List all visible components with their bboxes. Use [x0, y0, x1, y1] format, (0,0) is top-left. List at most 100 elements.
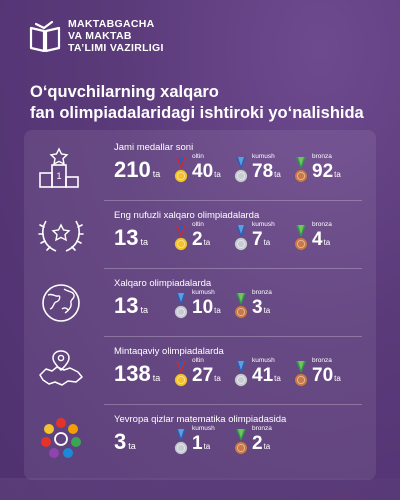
medal-type-label: oltin	[192, 357, 204, 364]
row-divider	[104, 404, 362, 405]
medal-type-label: bronza	[312, 221, 332, 228]
medal-count-value: 7	[252, 229, 263, 250]
medal-count-unit: ta	[323, 238, 331, 247]
stats-card	[24, 130, 376, 480]
bronza-medal-icon	[294, 225, 308, 251]
medal-count: 1ta	[192, 433, 210, 455]
medal-count-unit: ta	[274, 170, 281, 179]
medal-type-label: oltin	[192, 153, 204, 160]
logo-line: MAKTABGACHA	[68, 18, 155, 30]
medal-count-unit: ta	[214, 374, 221, 383]
egmo-logo-icon	[36, 415, 86, 463]
bronza-medal: bronza 4ta	[294, 221, 364, 261]
row-divider	[104, 200, 362, 201]
total-value: 13	[114, 225, 139, 250]
total-value: 3	[114, 429, 127, 454]
medal-count: 41ta	[252, 365, 281, 387]
kumush-medal-icon	[234, 225, 248, 251]
medal-count: 10ta	[192, 297, 221, 319]
medal-count-unit: ta	[334, 170, 341, 179]
oltin-medal-icon	[174, 361, 188, 387]
ministry-logo: MAKTABGACHA VA MAKTAB TA’LIMI VAZIRLIGI	[28, 18, 164, 54]
medal-count-value: 92	[312, 161, 334, 182]
medal-type-label: kumush	[192, 289, 215, 296]
kumush-medal-icon	[234, 361, 248, 387]
medal-count: 40ta	[192, 161, 221, 183]
total-unit: ta	[140, 237, 148, 247]
medal-row: Mintaqaviy olimpiadalarda 138 ta oltin 27ta…	[24, 337, 376, 405]
row-label: Eng nufuzli xalqaro olimpiadalarda	[114, 210, 260, 221]
medal-count-unit: ta	[263, 238, 271, 247]
medal-count-value: 27	[192, 365, 214, 386]
oltin-medal-icon	[174, 225, 188, 251]
total-unit: ta	[128, 441, 136, 451]
medal-type-label: kumush	[192, 425, 215, 432]
book-logo-icon	[29, 20, 61, 52]
footer-band	[0, 478, 400, 500]
medal-row: Xalqaro olimpiadalarda 13 ta kumush 10ta br…	[24, 269, 376, 337]
medal-count-value: 1	[192, 433, 203, 454]
oltin-medal: oltin 2ta	[174, 221, 244, 261]
medal-row: Yevropa qizlar matematika olimpiadasida 3…	[24, 405, 376, 473]
podium-star-icon: 1	[36, 143, 86, 191]
medal-count-value: 3	[252, 297, 263, 318]
bronza-medal: bronza 3ta	[234, 289, 304, 329]
medal-count-unit: ta	[334, 374, 341, 383]
row-divider	[104, 336, 362, 337]
logo-line: VA MAKTAB	[68, 30, 132, 42]
total-count: 3 ta	[114, 429, 136, 455]
medal-count: 2ta	[192, 229, 210, 251]
medal-count-unit: ta	[263, 306, 271, 315]
bronza-medal-icon	[294, 361, 308, 387]
total-value: 210	[114, 157, 151, 182]
kumush-medal: kumush 78ta	[234, 153, 304, 193]
medal-count-value: 4	[312, 229, 323, 250]
oltin-medal-icon	[174, 157, 188, 183]
medal-count-value: 70	[312, 365, 334, 386]
medal-count: 92ta	[312, 161, 341, 183]
kumush-medal: kumush 7ta	[234, 221, 304, 261]
bronza-medal-icon	[234, 429, 248, 455]
ministry-name: MAKTABGACHA VA MAKTAB TA’LIMI VAZIRLIGI	[68, 18, 164, 54]
medal-type-label: bronza	[252, 425, 272, 432]
bronza-medal-icon	[234, 293, 248, 319]
medal-type-label: kumush	[252, 221, 275, 228]
medal-type-label: bronza	[252, 289, 272, 296]
medal-count: 78ta	[252, 161, 281, 183]
kumush-medal: kumush 41ta	[234, 357, 304, 397]
logo-line: TA’LIMI VAZIRLIGI	[68, 42, 164, 54]
medal-type-label: oltin	[192, 221, 204, 228]
kumush-medal: kumush 1ta	[174, 425, 244, 465]
total-value: 138	[114, 361, 151, 386]
page-title: O‘quvchilarning xalqaro fan olimpiadalar…	[30, 82, 364, 124]
medal-count: 2ta	[252, 433, 270, 455]
medal-count: 27ta	[192, 365, 221, 387]
laurel-star-icon	[36, 211, 86, 259]
medal-count-unit: ta	[203, 442, 211, 451]
kumush-medal-icon	[174, 293, 188, 319]
medal-count-unit: ta	[274, 374, 281, 383]
medal-count-value: 2	[192, 229, 203, 250]
bronza-medal-icon	[294, 157, 308, 183]
medal-count: 3ta	[252, 297, 270, 319]
medal-type-label: kumush	[252, 153, 275, 160]
row-label: Mintaqaviy olimpiadalarda	[114, 346, 224, 357]
total-count: 138 ta	[114, 361, 160, 387]
medal-count-unit: ta	[214, 170, 221, 179]
medal-count-value: 40	[192, 161, 214, 182]
medal-count-value: 2	[252, 433, 263, 454]
medal-count-unit: ta	[263, 442, 271, 451]
globe-icon	[36, 279, 86, 327]
total-unit: ta	[152, 373, 161, 383]
oltin-medal: oltin 27ta	[174, 357, 244, 397]
medal-type-label: kumush	[252, 357, 275, 364]
medal-row: Eng nufuzli xalqaro olimpiadalarda 13 ta o…	[24, 201, 376, 269]
bronza-medal: bronza 92ta	[294, 153, 364, 193]
kumush-medal: kumush 10ta	[174, 289, 244, 329]
map-pin-icon	[36, 347, 86, 395]
title-line: fan olimpiadalaridagi ishtiroki yo‘nalis…	[30, 104, 364, 122]
medal-count-value: 10	[192, 297, 214, 318]
total-count: 13 ta	[114, 225, 148, 251]
kumush-medal-icon	[174, 429, 188, 455]
row-label: Yevropa qizlar matematika olimpiadasida	[114, 414, 287, 425]
